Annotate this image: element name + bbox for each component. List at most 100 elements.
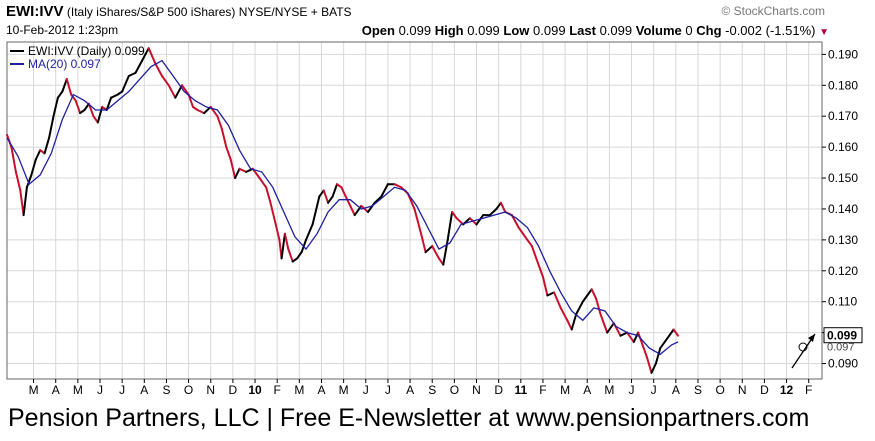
price-segment [570, 313, 578, 331]
price-segment [632, 331, 640, 343]
x-tick-label: J [385, 383, 391, 397]
price-segment [154, 62, 163, 77]
x-tick-label: 11 [514, 383, 527, 397]
x-tick-label: N [206, 383, 215, 397]
price-segment [220, 127, 228, 149]
price-segment [344, 195, 352, 207]
x-tick-label: A [672, 383, 680, 397]
price-segment [65, 78, 73, 96]
x-tick-label: J [629, 383, 635, 397]
price-segment [542, 276, 549, 297]
y-tick-label: 0.110 [828, 295, 857, 309]
price-segment [599, 313, 609, 334]
chg-label: Chg [696, 23, 722, 38]
price-segment [586, 288, 593, 297]
price-segment [34, 149, 42, 161]
legend-price-label: EWI:IVV (Daily) 0.099 [28, 44, 145, 58]
x-tick-label: S [162, 383, 170, 397]
price-segment [70, 93, 77, 102]
x-tick-label: O [184, 383, 193, 397]
x-tick-label: N [472, 383, 481, 397]
price-segment [626, 331, 635, 343]
open-label: Open [361, 23, 395, 38]
x-tick-label: 12 [780, 383, 794, 397]
price-segment [442, 238, 449, 266]
chart-date: 10-Feb-2012 1:23pm [6, 23, 119, 37]
price-segment [353, 204, 363, 217]
price-segment [413, 208, 423, 235]
x-tick-label: O [450, 383, 459, 397]
x-tick-label: N [738, 383, 747, 397]
x-tick-label: F [274, 383, 281, 397]
price-segment [110, 93, 119, 99]
price-segment [10, 146, 17, 173]
x-tick-label: F [539, 383, 546, 397]
price-segment [229, 158, 237, 179]
legend: EWI:IVV (Daily) 0.099 MA(20) 0.097 [10, 44, 145, 71]
series-layer [6, 47, 679, 374]
price-segment [646, 356, 653, 374]
symbol-label: EWI:IVV [6, 3, 64, 20]
high-label: High [434, 23, 464, 38]
price-segment [274, 220, 281, 241]
price-segment [61, 78, 68, 93]
price-segment [105, 96, 113, 111]
price-segment [127, 71, 137, 77]
price-segment [258, 177, 268, 189]
price-segment [659, 337, 668, 350]
price-segment [167, 84, 177, 99]
price-segment [14, 170, 22, 192]
volume-label: Volume [635, 23, 682, 38]
y-tick-label: 0.160 [828, 140, 858, 154]
price-segment [52, 96, 59, 118]
price-segment [74, 99, 82, 115]
price-segment [446, 211, 454, 241]
chg-value: -0.002 (-1.51%) [725, 23, 816, 38]
y-tick-label: 0.170 [828, 109, 858, 123]
x-tick-label: J [97, 383, 103, 397]
symbol-description: (Italy iShares/S&P 500 iShares) [66, 5, 236, 19]
price-segment [327, 195, 334, 204]
ohlc-summary: Open 0.099 High 0.099 Low 0.099 Last 0.0… [362, 23, 829, 38]
price-segment [238, 167, 248, 173]
x-tick-label: A [406, 383, 414, 397]
grid [7, 42, 822, 379]
high-value: 0.099 [467, 23, 500, 38]
price-segment [431, 245, 440, 260]
y-tick-label: 0.130 [828, 233, 858, 247]
x-tick-label: A [317, 383, 325, 397]
x-tick-label: F [805, 383, 812, 397]
price-segment [121, 75, 130, 93]
price-segment [196, 109, 206, 115]
price-segment [641, 344, 648, 359]
y-tick-label: 0.140 [828, 202, 858, 216]
stockcharts-watermark: © StockCharts.com [721, 4, 825, 18]
down-triangle-icon: ▼ [819, 27, 829, 38]
price-segment [322, 189, 330, 204]
price-segment [672, 328, 679, 337]
price-segment [530, 245, 540, 266]
volume-value: 0 [685, 23, 693, 38]
x-tick-label: S [694, 383, 702, 397]
price-segment [495, 201, 502, 210]
low-value: 0.099 [533, 23, 566, 38]
price-segment [43, 136, 51, 155]
price-segment [318, 189, 325, 198]
y-tick-label: 0.190 [828, 47, 858, 61]
price-segment [595, 297, 602, 316]
price-segment [517, 226, 524, 235]
x-tick-label: O [715, 383, 724, 397]
legend-ma-label: MA(20) 0.097 [28, 57, 101, 71]
x-tick-label: M [294, 383, 304, 397]
price-segment [161, 75, 170, 87]
last-value-tag-text: 0.099 [827, 329, 857, 343]
price-segment [499, 201, 507, 213]
price-segment [287, 248, 294, 263]
price-segment [340, 186, 347, 198]
price-segment [181, 84, 190, 96]
price-segment [296, 251, 303, 260]
x-tick-label: M [73, 383, 83, 397]
price-segment [606, 322, 615, 334]
price-segment [510, 214, 520, 229]
